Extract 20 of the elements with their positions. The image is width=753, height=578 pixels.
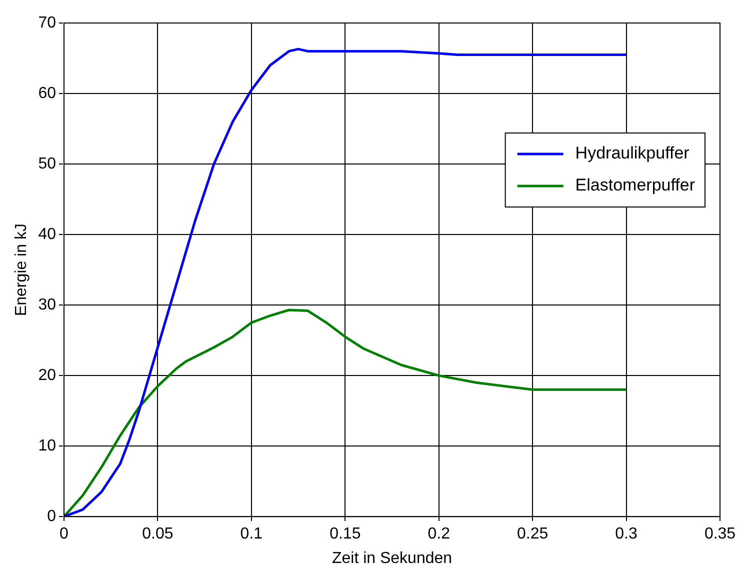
legend-label: Hydraulikpuffer <box>575 144 690 163</box>
y-tick-label: 70 <box>38 14 56 32</box>
x-tick-label: 0.15 <box>330 526 361 543</box>
x-tick-label: 0.3 <box>615 526 638 543</box>
y-axis-title: Energie in kJ <box>13 224 30 316</box>
y-tick-label: 10 <box>38 437 56 454</box>
x-tick-label: 0.25 <box>517 526 548 543</box>
x-tick-label: 0.2 <box>428 526 450 543</box>
y-tick-label: 50 <box>38 155 56 172</box>
legend-label: Elastomerpuffer <box>575 176 696 195</box>
x-axis-title: Zeit in Sekunden <box>332 550 452 567</box>
x-tick-label: 0 <box>60 526 69 543</box>
y-tick-label: 20 <box>38 366 56 384</box>
y-tick-label: 40 <box>38 226 56 243</box>
x-tick-label: 0.05 <box>142 526 174 543</box>
x-tick-label: 0.35 <box>704 526 736 543</box>
y-tick-label: 60 <box>38 84 56 102</box>
x-tick-label: 0.1 <box>240 526 263 543</box>
y-tick-label: 30 <box>38 296 56 314</box>
y-tick-label: 0 <box>47 508 56 526</box>
